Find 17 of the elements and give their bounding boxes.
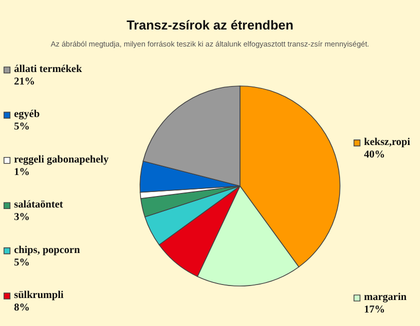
- chart-title: Transz-zsírok az étrendben: [126, 18, 294, 32]
- data-label: 40%: [364, 149, 385, 160]
- data-label: 5%: [14, 257, 30, 268]
- data-label: 3%: [14, 212, 30, 224]
- legend-label: reggeli gabonapehely: [14, 154, 110, 166]
- legend-label: állati termékek: [14, 64, 82, 75]
- data-label: 5%: [14, 122, 30, 133]
- data-label: 8%: [14, 302, 30, 314]
- legend-label: margarin: [364, 292, 407, 303]
- legend-label: chips, popcorn: [14, 244, 80, 256]
- data-label: 21%: [14, 76, 35, 88]
- data-label: 1%: [14, 166, 30, 178]
- legend-label: keksz,ropi: [364, 136, 410, 148]
- legend-label: egyéb: [14, 109, 40, 120]
- legend-label: sülkrumpli: [14, 290, 64, 301]
- legend-label: salátaöntet: [14, 200, 64, 211]
- data-label: 17%: [364, 304, 385, 316]
